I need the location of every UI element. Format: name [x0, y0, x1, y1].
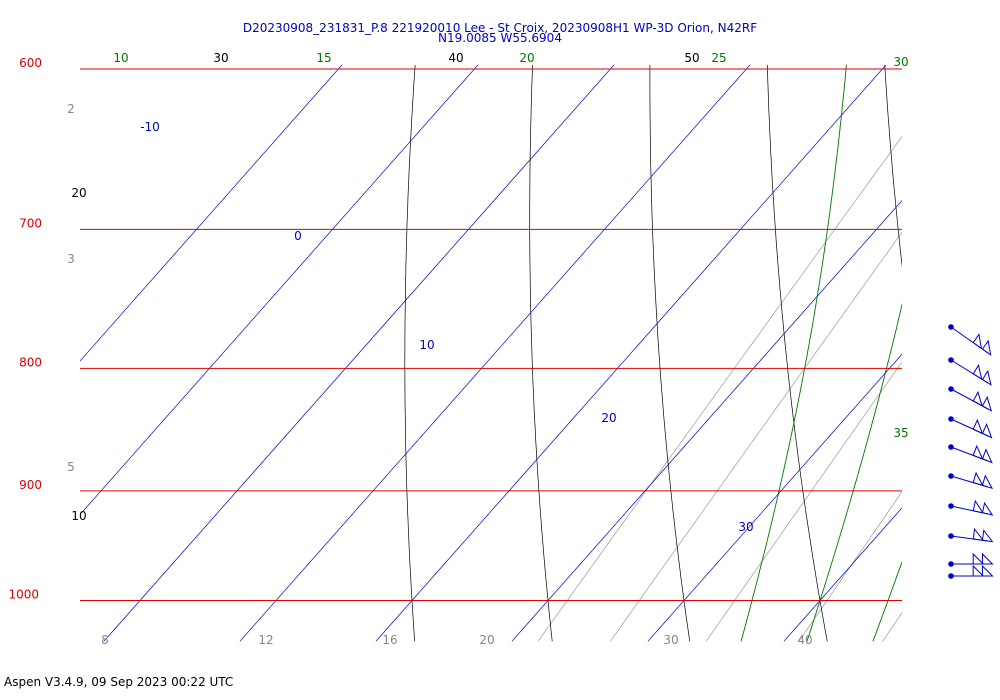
mixing-ratio-label: 8	[101, 633, 109, 647]
dry-adiabat-label: 40	[448, 51, 463, 65]
wind-barb	[948, 416, 993, 439]
mixing-ratio-label: 5	[67, 460, 75, 474]
isobar-label-900: 900	[19, 478, 42, 492]
isotherm-line	[647, 353, 902, 642]
moist-adiabat-line	[939, 62, 1000, 641]
dry-adiabat-line	[649, 65, 691, 642]
dry-adiabat-label: 30	[213, 51, 228, 65]
dry-adiabat-line	[404, 65, 416, 642]
wind-barb	[948, 552, 994, 567]
isotherm-label: 0	[294, 229, 302, 243]
isotherm-line	[80, 65, 479, 516]
mixing-ratio-line	[944, 60, 1000, 641]
dry-adiabat-label: 50	[684, 51, 699, 65]
wind-barb	[948, 499, 994, 516]
moist-adiabat-label: 35	[893, 426, 908, 440]
isobar-label-600: 600	[19, 56, 42, 70]
moist-adiabat-label: 25	[711, 51, 726, 65]
mixing-ratio-label: 30	[663, 633, 678, 647]
mixing-ratio-line	[705, 361, 902, 642]
isotherm-line	[920, 60, 1000, 641]
moist-adiabat-label: 15	[316, 51, 331, 65]
mixing-ratio-label: 40	[797, 633, 812, 647]
moist-adiabat-label: 10	[113, 51, 128, 65]
isotherm-line	[511, 199, 902, 642]
isotherm-line	[80, 65, 343, 362]
isobar-label-700: 700	[19, 216, 42, 230]
mixing-ratio-label: 2	[67, 102, 75, 116]
mixing-ratio-label: 16	[382, 633, 397, 647]
moist-adiabat-line	[806, 302, 902, 642]
isotherm-label: 20	[601, 411, 616, 425]
wind-barb	[948, 386, 993, 412]
isobar-label-1000: 1000	[8, 588, 39, 602]
moist-adiabat-line	[740, 65, 847, 642]
mixing-ratio-line	[993, 60, 1000, 641]
wind-barb	[948, 357, 992, 386]
isotherm-line	[103, 65, 615, 642]
moist-adiabat-line	[872, 560, 902, 642]
footer-version: Aspen V3.4.9, 09 Sep 2023 00:22 UTC	[4, 675, 234, 689]
wind-barb	[948, 324, 992, 356]
moist-adiabat-label: 30	[893, 55, 908, 69]
mixing-ratio-label: 12	[258, 633, 273, 647]
dry-adiabat-line	[884, 65, 902, 268]
chart-title: D20230908_231831_P.8 221920010 Lee - St …	[242, 21, 758, 35]
moist-adiabat-label: 20	[519, 51, 534, 65]
isotherm-label: 30	[738, 520, 753, 534]
isotherm-line	[239, 65, 751, 642]
isotherm-line	[783, 507, 902, 642]
wind-barb	[948, 564, 994, 579]
wind-barb	[948, 527, 994, 543]
isobar-label-800: 800	[19, 355, 42, 369]
isotherm-line	[375, 65, 887, 642]
mixing-ratio-line	[537, 136, 902, 642]
wind-barb	[948, 471, 994, 490]
mixing-ratio-line	[610, 231, 902, 642]
chart-subtitle: N19.0085 W55.6904	[438, 31, 562, 45]
dry-adiabat-line	[529, 65, 553, 642]
mixing-ratio-label: 20	[479, 633, 494, 647]
dry-adiabat-label: 10	[71, 509, 86, 523]
mixing-ratio-line	[798, 491, 902, 642]
dry-adiabat-label: 20	[71, 186, 86, 200]
wind-barb	[948, 444, 993, 464]
isotherm-label: 10	[419, 338, 434, 352]
isotherm-label: -10	[140, 120, 160, 134]
mixing-ratio-label: 3	[67, 252, 75, 266]
dry-adiabat-line	[767, 65, 828, 642]
